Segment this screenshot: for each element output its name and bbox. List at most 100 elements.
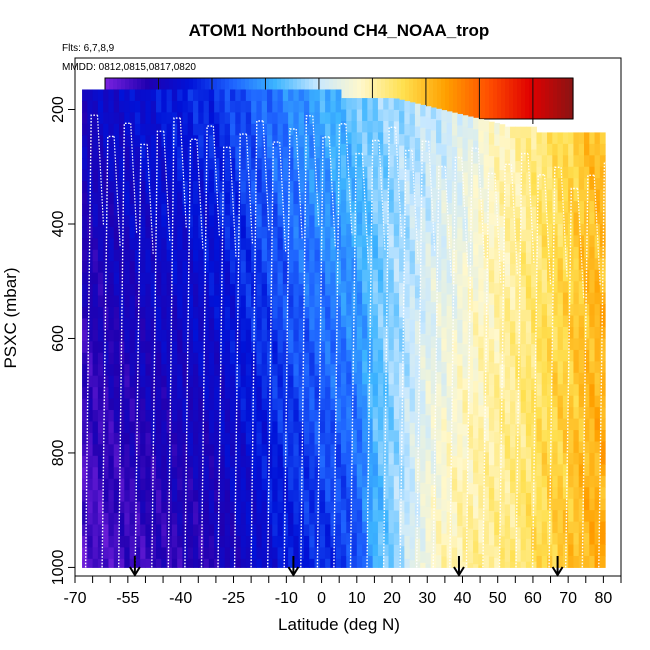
heatmap-cell bbox=[362, 487, 368, 500]
heatmap-cell bbox=[145, 467, 152, 480]
heatmap-cell bbox=[113, 501, 120, 514]
heatmap-cell bbox=[536, 533, 543, 546]
heatmap-cell bbox=[547, 246, 553, 259]
heatmap-cell bbox=[256, 272, 263, 285]
heatmap-cell bbox=[510, 355, 516, 368]
heatmap-cell bbox=[97, 478, 104, 491]
heatmap-cell bbox=[171, 524, 178, 537]
heatmap-cell bbox=[388, 327, 395, 339]
heatmap-cell bbox=[404, 192, 411, 205]
heatmap-cell bbox=[573, 441, 580, 454]
heatmap-cell bbox=[266, 364, 273, 377]
heatmap-cell bbox=[404, 123, 411, 136]
heatmap-cell bbox=[319, 112, 326, 125]
heatmap-cell bbox=[272, 215, 279, 228]
heatmap-cell bbox=[473, 484, 479, 497]
heatmap-cell bbox=[103, 444, 109, 457]
heatmap-cell bbox=[82, 249, 88, 262]
heatmap-cell bbox=[150, 341, 157, 354]
heatmap-cell bbox=[314, 501, 321, 514]
heatmap-cell bbox=[229, 181, 236, 194]
heatmap-cell bbox=[235, 203, 242, 216]
heatmap-cell bbox=[187, 318, 194, 331]
heatmap-cell bbox=[473, 518, 479, 531]
heatmap-cell bbox=[266, 547, 273, 560]
heatmap-cell bbox=[245, 547, 252, 560]
heatmap-cell bbox=[430, 290, 437, 303]
heatmap-cell bbox=[383, 555, 390, 568]
x-tick-label: -55 bbox=[116, 590, 139, 607]
heatmap-cell bbox=[362, 304, 368, 317]
heatmap-cell bbox=[314, 89, 321, 102]
heatmap-cell bbox=[288, 467, 294, 480]
heatmap-cell bbox=[193, 547, 199, 560]
heatmap-cell bbox=[436, 131, 442, 144]
heatmap-cell bbox=[145, 364, 152, 377]
heatmap-cell bbox=[293, 467, 300, 480]
heatmap-cell bbox=[229, 490, 236, 503]
heatmap-cell bbox=[584, 464, 590, 477]
heatmap-cell bbox=[92, 261, 99, 274]
heatmap-cell bbox=[568, 269, 574, 282]
heatmap-cell bbox=[425, 289, 432, 302]
heatmap-cell bbox=[388, 109, 395, 122]
heatmap-cell bbox=[531, 161, 537, 173]
heatmap-cell bbox=[340, 407, 347, 420]
heatmap-cell bbox=[425, 209, 432, 222]
heatmap-cell bbox=[562, 166, 569, 179]
heatmap-cell bbox=[425, 346, 432, 359]
heatmap-cell bbox=[187, 387, 194, 400]
heatmap-cell bbox=[145, 295, 152, 308]
heatmap-cell bbox=[478, 222, 485, 235]
heatmap-cell bbox=[198, 513, 205, 525]
heatmap-cell bbox=[504, 218, 511, 231]
heatmap-cell bbox=[266, 295, 273, 308]
heatmap-cell bbox=[198, 226, 205, 239]
heatmap-cell bbox=[245, 410, 252, 422]
heatmap-cell bbox=[124, 284, 131, 297]
heatmap-cell bbox=[325, 284, 331, 297]
heatmap-cell bbox=[483, 509, 490, 522]
heatmap-cell bbox=[288, 295, 294, 308]
heatmap-cell bbox=[393, 132, 400, 145]
heatmap-cell bbox=[150, 329, 157, 342]
heatmap-cell bbox=[187, 192, 194, 205]
heatmap-cell bbox=[420, 379, 426, 392]
heatmap-cell bbox=[198, 169, 205, 182]
heatmap-cell bbox=[97, 272, 104, 285]
heatmap-cell bbox=[124, 226, 131, 239]
heatmap-cell bbox=[177, 375, 183, 388]
heatmap-cell bbox=[494, 271, 500, 284]
heatmap-cell bbox=[446, 431, 453, 444]
heatmap-cell bbox=[161, 89, 168, 102]
x-axis: -70 -55 -40 -25 -10 0 10 20 30 40 50 60 70 80 bbox=[63, 576, 622, 607]
heatmap-cell bbox=[108, 455, 115, 468]
heatmap-cell bbox=[87, 181, 94, 194]
heatmap-cell bbox=[266, 203, 273, 216]
heatmap-cell bbox=[562, 487, 569, 500]
heatmap-cell bbox=[119, 421, 125, 434]
heatmap-cell bbox=[166, 123, 173, 136]
heatmap-cell bbox=[383, 292, 390, 305]
heatmap-cell bbox=[599, 327, 606, 339]
heatmap-cell bbox=[552, 178, 559, 191]
heatmap-cell bbox=[362, 555, 368, 568]
heatmap-cell bbox=[525, 435, 532, 448]
heatmap-cell bbox=[510, 504, 516, 517]
heatmap-cell bbox=[92, 123, 99, 136]
heatmap-cell bbox=[166, 238, 173, 251]
heatmap-cell bbox=[277, 513, 284, 525]
heatmap-cell bbox=[552, 441, 559, 454]
heatmap-cell bbox=[319, 444, 326, 457]
heatmap-cell bbox=[578, 178, 585, 191]
heatmap-cell bbox=[362, 430, 368, 442]
heatmap-cell bbox=[113, 364, 120, 377]
heatmap-cell bbox=[462, 378, 469, 391]
heatmap-cell bbox=[504, 481, 511, 494]
heatmap-cell bbox=[198, 432, 205, 445]
heatmap-cell bbox=[203, 295, 210, 308]
heatmap-cell bbox=[557, 258, 564, 271]
flight-profile-trace bbox=[163, 131, 171, 242]
heatmap-cell bbox=[340, 178, 347, 191]
heatmap-cell bbox=[488, 259, 495, 271]
